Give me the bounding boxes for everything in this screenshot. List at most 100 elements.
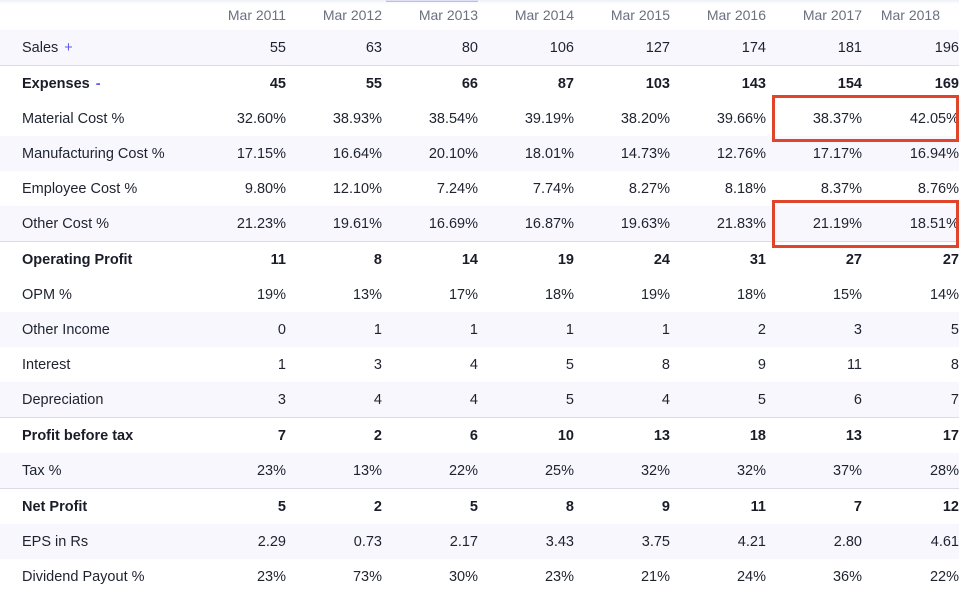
row-label: Dividend Payout %	[0, 559, 190, 594]
header-row: Mar 2011 Mar 2012 Mar 2013 Mar 2014 Mar …	[0, 0, 959, 30]
value-cell: 103	[574, 65, 670, 101]
row-employee-cost: Employee Cost % 9.80% 12.10% 7.24% 7.74% 8.27…	[0, 171, 959, 206]
column-header[interactable]: Mar 2016	[706, 7, 766, 23]
row-dividend-payout: Dividend Payout % 23% 73% 30% 23% 21% 24% 36% 22…	[0, 559, 959, 594]
row-operating-profit: Operating Profit 11 8 14 19 24 31 27 27	[0, 241, 959, 277]
value-cell: 12.10%	[332, 180, 382, 197]
row-label: Net Profit	[0, 488, 190, 524]
value-cell: 24	[574, 241, 670, 277]
value-cell: 23%	[190, 453, 286, 489]
value-cell: 174	[670, 30, 766, 66]
value-cell: 73%	[352, 568, 382, 585]
value-cell: 0.73	[286, 524, 382, 559]
row-opm: OPM % 19% 13% 17% 18% 19% 18% 15% 14%	[0, 277, 959, 312]
column-header[interactable]: Mar 2014	[514, 7, 574, 23]
column-header[interactable]: Mar 2013	[382, 0, 478, 30]
header-label-cell	[0, 0, 190, 30]
row-label-text: Interest	[22, 356, 71, 373]
value-cell: 3	[766, 312, 862, 347]
value-cell: 2.17	[382, 524, 478, 559]
expand-toggle-icon[interactable]: +	[64, 39, 73, 56]
value-cell: 7	[190, 417, 286, 453]
value-cell: 32%	[670, 453, 766, 489]
row-label-text: Other Income	[22, 321, 110, 338]
value-cell: 31	[670, 241, 766, 277]
value-cell: 17.15%	[190, 136, 286, 171]
value-cell: 42.05%	[909, 110, 959, 127]
row-label-text: Operating Profit	[22, 251, 133, 268]
value-cell: 2.80	[766, 524, 862, 559]
value-cell: 4	[469, 356, 478, 373]
value-cell: 18%	[544, 286, 574, 303]
value-cell: 55	[286, 65, 382, 101]
row-label: Other Cost %	[0, 206, 190, 242]
value-cell: 4.21	[670, 524, 766, 559]
column-header[interactable]: Mar 2018	[880, 7, 940, 23]
value-cell: 143	[670, 65, 766, 101]
column-header[interactable]: Mar 2012	[322, 7, 382, 23]
value-cell: 28%	[862, 453, 959, 489]
value-cell: 30%	[448, 568, 478, 585]
value-cell: 36%	[832, 568, 862, 585]
value-cell: 7	[766, 488, 862, 524]
value-cell: 55	[190, 30, 286, 66]
row-label[interactable]: Expenses -	[0, 65, 190, 101]
value-cell: 5	[478, 382, 574, 418]
value-cell: 23%	[544, 568, 574, 585]
column-header[interactable]: Mar 2017	[802, 7, 862, 23]
value-cell: 1	[277, 356, 286, 373]
value-cell: 22%	[929, 568, 959, 585]
value-cell: 16.69%	[382, 206, 478, 242]
column-header[interactable]: Mar 2011	[227, 7, 286, 23]
value-cell: 4	[574, 382, 670, 418]
value-cell: 18%	[736, 286, 766, 303]
value-cell: 8	[661, 356, 670, 373]
value-cell: 38.37%	[812, 110, 862, 127]
row-label: Tax %	[0, 453, 190, 489]
value-cell: 3.43	[478, 524, 574, 559]
row-label: Depreciation	[0, 382, 190, 418]
value-cell: 16.87%	[478, 206, 574, 242]
value-cell: 1	[382, 312, 478, 347]
row-expenses: Expenses -45 55 66 87 103 143 154 169	[0, 65, 959, 101]
row-label-text: Manufacturing Cost %	[22, 145, 165, 162]
value-cell: 38.54%	[428, 110, 478, 127]
value-cell: 37%	[766, 453, 862, 489]
value-cell: 2	[286, 417, 382, 453]
value-cell: 32%	[574, 453, 670, 489]
row-interest: Interest 1 3 4 5 8 9 11 8	[0, 347, 959, 382]
column-header[interactable]: Mar 2015	[610, 7, 670, 23]
value-cell: 45	[190, 65, 286, 101]
value-cell: 8	[286, 241, 382, 277]
value-cell: 0	[190, 312, 286, 347]
row-other-income: Other Income 0 1 1 1 1 2 3 5	[0, 312, 959, 347]
collapse-toggle-icon[interactable]: -	[95, 75, 101, 92]
value-cell: 11	[670, 488, 766, 524]
row-label[interactable]: Sales +	[0, 30, 190, 66]
value-cell: 39.19%	[524, 110, 574, 127]
value-cell: 16.64%	[286, 136, 382, 171]
value-cell: 13	[766, 417, 862, 453]
row-label: OPM %	[0, 277, 190, 312]
value-cell: 23%	[256, 568, 286, 585]
row-sales: Sales +55 63 80 106 127 174 181 196	[0, 30, 959, 66]
value-cell: 13	[574, 417, 670, 453]
value-cell: 1	[574, 312, 670, 347]
row-label-text: Net Profit	[22, 498, 88, 515]
row-label-text: Depreciation	[22, 391, 104, 408]
row-label-text: EPS in Rs	[22, 533, 89, 550]
value-cell: 4	[286, 382, 382, 418]
row-label-text: Other Cost %	[22, 215, 110, 232]
value-cell: 13%	[352, 286, 382, 303]
value-cell: 9.80%	[244, 180, 286, 197]
value-cell: 8.18%	[724, 180, 766, 197]
value-cell: 3	[190, 382, 286, 418]
value-cell: 17%	[448, 286, 478, 303]
value-cell: 87	[478, 65, 574, 101]
value-cell: 80	[382, 30, 478, 66]
value-cell: 9	[757, 356, 766, 373]
row-label: Operating Profit	[0, 241, 190, 277]
row-label-text: Sales	[22, 39, 59, 56]
value-cell: 7	[862, 382, 959, 418]
